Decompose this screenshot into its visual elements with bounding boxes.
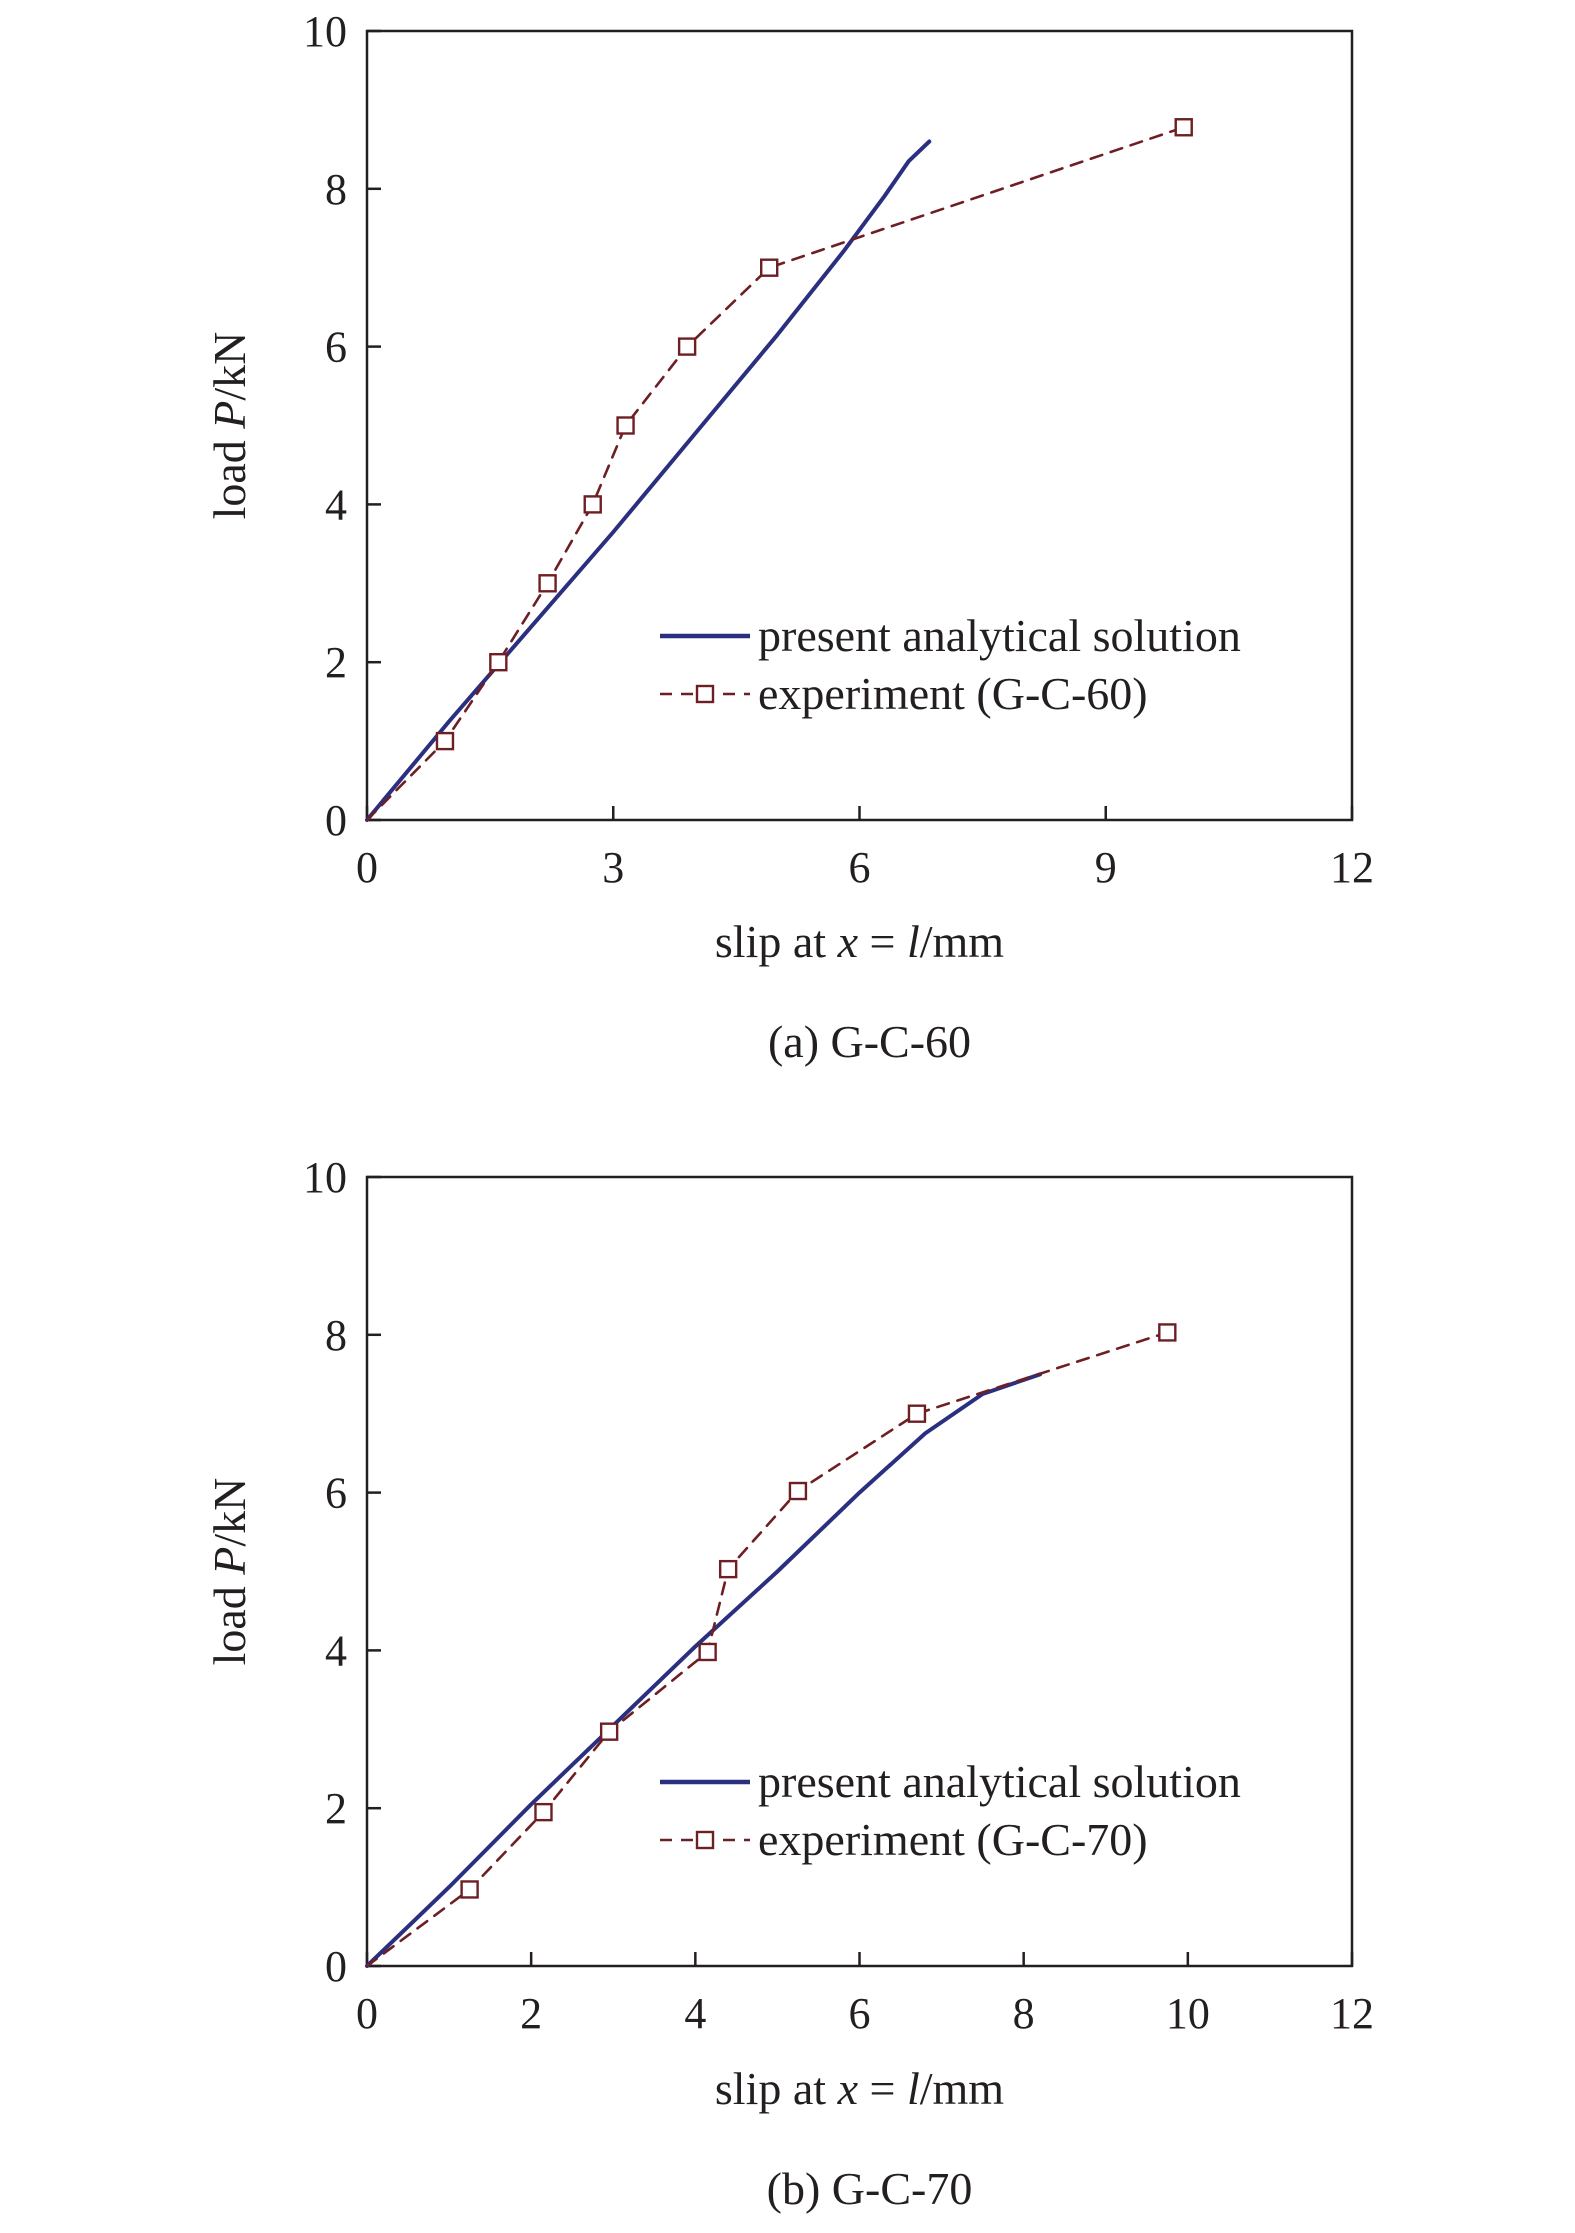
legend-marker [695, 684, 715, 704]
y-tick-label: 0 [325, 1942, 347, 1991]
experiment-point-marker [677, 337, 697, 356]
y-axis-title-variable: P [204, 401, 255, 430]
x-axis-title-text: slip at [715, 916, 838, 967]
x-tick-label: 12 [1330, 843, 1374, 892]
y-tick-label: 6 [325, 1469, 347, 1518]
analytical-solution-line [365, 1372, 1043, 1968]
x-axis-title-equals: = [858, 2063, 907, 2114]
chart-a: 0 3 6 9 12 0 2 4 6 8 10 present analytical solution… [204, 7, 1374, 1067]
experiment-point-marker [583, 495, 602, 514]
y-tick-label: 2 [325, 638, 347, 687]
experiment-point-marker [907, 1404, 927, 1423]
y-axis-title-unit: /kN [204, 332, 255, 401]
legend-label: experiment (G-C-70) [758, 1814, 1148, 1865]
x-tick-label: 8 [1013, 1989, 1035, 2038]
x-tick-label: 0 [356, 1989, 378, 2038]
experiment-point-marker [534, 1802, 553, 1822]
x-tick-label: 6 [849, 843, 871, 892]
y-tick-label: 8 [325, 165, 347, 214]
y-tick-label: 2 [325, 1784, 347, 1833]
experiment-point-marker [1174, 118, 1193, 137]
legend-label: present analytical solution [758, 610, 1241, 661]
x-tick-label: 9 [1095, 843, 1117, 892]
experiment-point-marker [698, 1642, 717, 1662]
x-axis-title-equals: = [858, 916, 907, 967]
x-tick-label: 3 [602, 843, 624, 892]
experiment-line [365, 1331, 1169, 1968]
y-axis-title: load P/kN [204, 332, 255, 520]
x-axis-title-length: l [907, 916, 920, 967]
y-tick-label: 0 [325, 796, 347, 845]
y-tick-label: 4 [325, 480, 347, 529]
y-axis-title-text: load [204, 429, 255, 520]
legend-label: present analytical solution [758, 1756, 1241, 1807]
experiment-point-marker [435, 731, 455, 751]
experiment-point-marker [788, 1481, 808, 1501]
experiment-point-marker [489, 653, 508, 672]
y-tick-label: 10 [303, 7, 347, 56]
x-tick-label: 10 [1166, 1989, 1210, 2038]
x-axis-title-text: slip at [715, 2063, 838, 2114]
y-tick-label: 8 [325, 1311, 347, 1360]
x-axis-title-variable: x [837, 2063, 859, 2114]
chart-b: 0 2 4 6 8 10 12 0 2 4 6 8 10 present analytical solut… [204, 1153, 1374, 2214]
experiment-point-marker [538, 574, 557, 593]
x-axis-title-variable: x [837, 916, 859, 967]
experiment-point-marker [616, 416, 635, 435]
x-tick-label: 0 [356, 843, 378, 892]
x-tick-label: 2 [520, 1989, 542, 2038]
y-axis-title: load P/kN [204, 1478, 255, 1666]
x-axis-title-unit: /mm [920, 916, 1005, 967]
x-tick-label: 12 [1330, 1989, 1374, 2038]
y-tick-label: 6 [325, 323, 347, 372]
legend-marker [695, 1830, 715, 1850]
chart-caption: (a) G-C-60 [768, 1016, 971, 1067]
x-axis-title-unit: /mm [920, 2063, 1005, 2114]
x-tick-label: 6 [849, 1989, 871, 2038]
legend-label: experiment (G-C-60) [758, 668, 1148, 719]
chart-caption: (b) G-C-70 [767, 2163, 973, 2214]
experiment-point-marker [599, 1722, 619, 1741]
x-axis-title: slip at x = l/mm [715, 2063, 1004, 2114]
y-tick-label: 4 [325, 1626, 347, 1675]
y-tick-label: 10 [303, 1153, 347, 1202]
experiment-point-marker [718, 1559, 738, 1579]
y-axis-title-unit: /kN [204, 1478, 255, 1547]
experiment-point-marker [1158, 1323, 1177, 1342]
y-axis-title-text: load [204, 1575, 255, 1666]
x-tick-label: 4 [684, 1989, 706, 2038]
experiment-point-marker [760, 258, 779, 277]
y-axis-title-variable: P [204, 1547, 255, 1576]
x-axis-title-length: l [907, 2063, 920, 2114]
experiment-point-marker [460, 1880, 479, 1899]
x-axis-title: slip at x = l/mm [715, 916, 1004, 967]
